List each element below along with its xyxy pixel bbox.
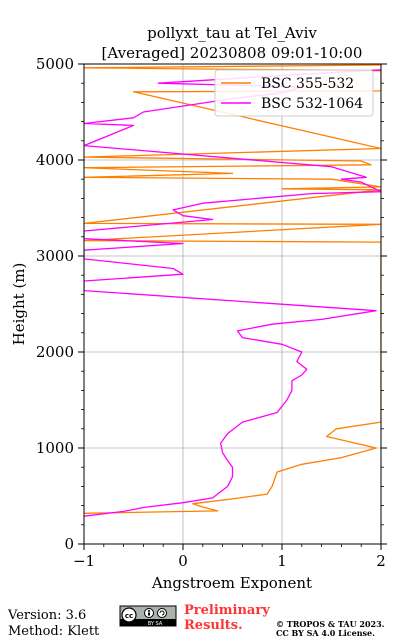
copyright-line-2: CC BY SA 4.0 License. [276, 628, 375, 638]
y-axis-label: Height (m) [10, 263, 28, 346]
preliminary-results-line-1: Preliminary [184, 603, 270, 618]
legend-label-bsc-532-1064: BSC 532-1064 [261, 96, 363, 112]
plot-frame [83, 63, 382, 545]
x-tick-label: 1 [277, 552, 287, 570]
series-line-bsc-355-532 [84, 64, 381, 514]
y-tick-label: 1000 [36, 439, 74, 457]
version-text: Version: 3.6 [7, 608, 86, 623]
x-axis-label: Angstroem Exponent [151, 574, 312, 592]
x-tick-label: −1 [73, 552, 95, 570]
series-layer [84, 64, 381, 517]
y-tick-label: 3000 [36, 247, 74, 265]
legend: BSC 355-532 BSC 532-1064 [214, 69, 374, 117]
copyright-line-1: © TROPOS & TAU 2023. [276, 619, 385, 629]
y-tick-label: 2000 [36, 343, 74, 361]
cc-logo-icon [121, 607, 137, 623]
x-tick-label: 0 [178, 552, 188, 570]
sharealike-icon [157, 608, 167, 618]
series-line-bsc-532-1064 [84, 69, 381, 517]
y-tick-label: 0 [64, 535, 74, 553]
x-tick-label: 2 [376, 552, 386, 570]
method-text: Method: Klett [8, 624, 100, 639]
y-tick-label: 5000 [36, 55, 74, 73]
y-tick-label: 4000 [36, 151, 74, 169]
cc-license-badge: cc BY SA [119, 605, 177, 627]
chart-title-line-2: [Averaged] 20230808 09:01-10:00 [102, 44, 363, 62]
legend-label-bsc-355-532: BSC 355-532 [261, 76, 354, 92]
preliminary-results-line-2: Results. [184, 618, 243, 633]
svg-text:cc: cc [125, 612, 133, 620]
cc-badge-text: BY SA [148, 621, 163, 627]
legend-box [214, 69, 374, 117]
chart-title-line-1: pollyxt_tau at Tel_Aviv [147, 24, 317, 42]
